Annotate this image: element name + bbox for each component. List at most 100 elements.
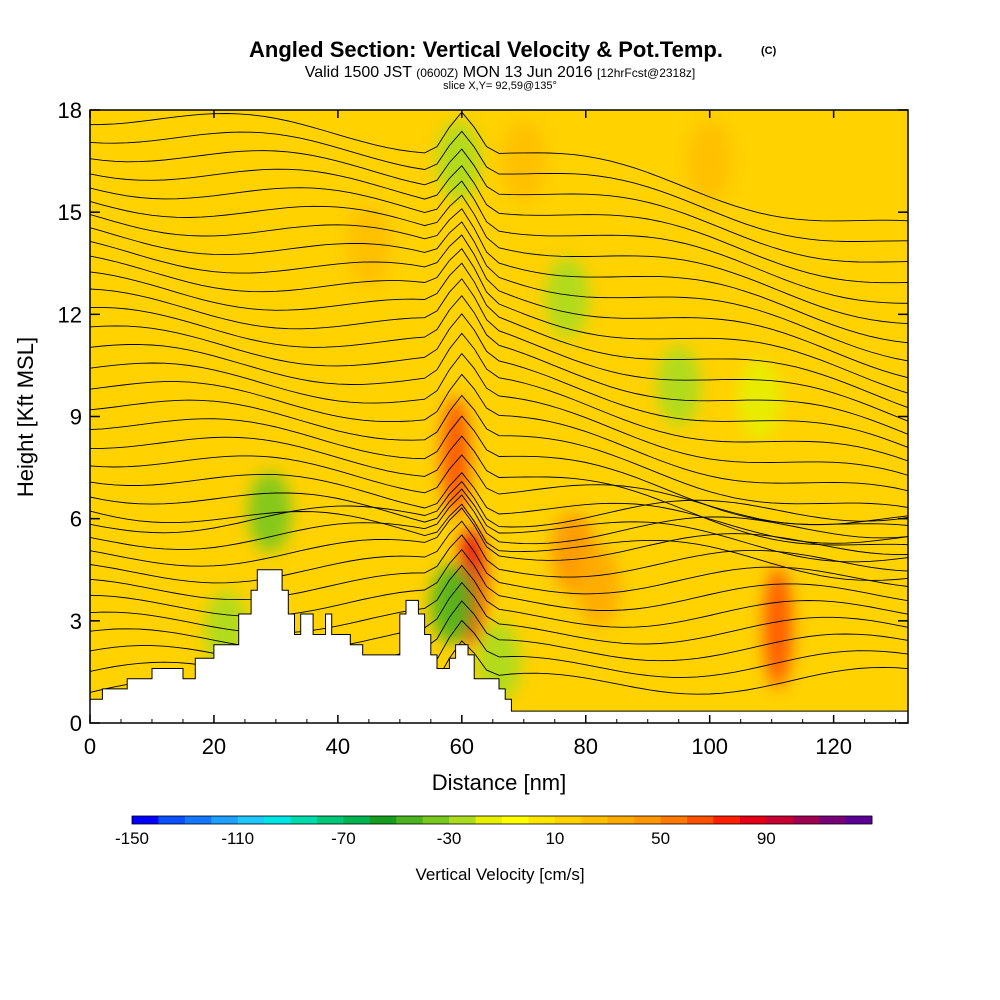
velocity-feature-6 [436, 121, 481, 202]
theta-contour-55 [90, 548, 908, 617]
y-tick-label-18: 18 [58, 98, 82, 123]
colorbar-swatch-5 [264, 816, 291, 824]
theta-contour-43 [90, 394, 908, 508]
colorbar-tick-label-4: 10 [545, 829, 564, 848]
theta-contour-44 [90, 415, 908, 526]
colorbar-swatch-25 [792, 816, 820, 824]
colorbar-swatch-6 [290, 816, 318, 824]
plot-area [90, 110, 908, 723]
y-tick-label-15: 15 [58, 200, 82, 225]
colorbar-swatch-3 [211, 816, 239, 824]
slice-label: slice X,Y= 92,59@135° [443, 80, 557, 92]
x-tick-label-0: 0 [84, 734, 96, 759]
theta-contour-32 [90, 208, 908, 344]
theta-contour-37 [90, 278, 908, 422]
theta-contour-57 [90, 581, 908, 651]
theta-contours [90, 111, 908, 701]
subtitle-zulu: (0600Z) [416, 66, 458, 80]
chart-titles: Angled Section: Vertical Velocity & Pot.… [249, 37, 777, 92]
theta-contour-39 [90, 313, 908, 448]
colorbar-swatch-0 [132, 816, 159, 824]
velocity-feature-14 [687, 121, 732, 202]
velocity-feature-10 [545, 257, 590, 338]
theta-contour-48 [90, 488, 908, 563]
colorbar-tick-label-3: -30 [437, 829, 462, 848]
y-axis: 0 3 6 9 12 15 18 [58, 98, 908, 736]
theta-contour-35 [90, 247, 908, 394]
y-tick-label-9: 9 [70, 405, 82, 430]
colorbar-swatch-11 [422, 816, 450, 824]
subtitle-fcst: [12hrFcst@2318z] [597, 66, 695, 80]
x-axis-label: Distance [nm] [432, 770, 567, 795]
colorbar-tick-label-2: -70 [331, 829, 356, 848]
colorbar-swatch-13 [475, 816, 503, 824]
colorbar-title: Vertical Velocity [cm/s] [415, 865, 584, 884]
theta-contour-42 [90, 373, 908, 492]
chart-subtitle: Valid 1500 JST (0600Z) MON 13 Jun 2016 [… [305, 64, 696, 81]
theta-contour-31 [90, 194, 908, 325]
colorbar-swatch-21 [687, 816, 714, 824]
x-axis: 0 20 40 60 80 100 120 [84, 110, 897, 759]
colorbar-swatch-19 [634, 816, 661, 824]
colorbar-swatch-12 [449, 816, 476, 824]
colorbar-swatch-16 [554, 816, 582, 824]
colorbar [131, 815, 873, 825]
theta-contour-30 [90, 180, 908, 304]
theta-contour-29 [90, 164, 908, 284]
theta-contour-40 [90, 332, 908, 462]
theta-contour-33 [90, 221, 908, 362]
theta-contour-49 [90, 503, 908, 581]
colorbar-swatch-10 [396, 816, 424, 824]
x-tick-label-40: 40 [326, 734, 350, 759]
theta-contour-34 [90, 234, 908, 379]
colorbar-swatch-8 [343, 816, 371, 824]
colorbar-swatch-22 [713, 816, 741, 824]
colorbar-tick-label-0: -150 [115, 829, 149, 848]
theta-contour-51 [90, 494, 908, 550]
y-tick-label-3: 3 [70, 609, 82, 634]
chart-title: Angled Section: Vertical Velocity & Pot.… [249, 37, 723, 62]
theta-contour-26 [90, 111, 908, 222]
x-tick-label-120: 120 [815, 734, 852, 759]
colorbar-swatch-23 [739, 816, 767, 824]
colorbar-swatch-26 [819, 816, 846, 824]
theta-contour-50 [90, 480, 908, 534]
colorbar-swatch-4 [237, 816, 265, 824]
velocity-feature-9 [656, 345, 701, 426]
y-tick-label-0: 0 [70, 711, 82, 736]
colorbar-swatch-9 [369, 816, 397, 824]
colorbar-swatch-27 [845, 816, 873, 824]
velocity-feature-2 [763, 567, 792, 688]
colorbar-swatch-1 [158, 816, 186, 824]
theta-contour-27 [90, 130, 908, 242]
y-tick-label-12: 12 [58, 302, 82, 327]
colorbar-swatch-14 [502, 816, 529, 824]
velocity-feature-5 [430, 563, 475, 644]
velocity-feature-13 [501, 121, 546, 202]
x-tick-label-80: 80 [574, 734, 598, 759]
y-tick-label-6: 6 [70, 507, 82, 532]
colorbar-swatch-15 [528, 816, 556, 824]
subtitle-date: MON 13 Jun 2016 [463, 64, 593, 81]
theta-contour-36 [90, 262, 908, 409]
theta-contour-56 [90, 564, 908, 634]
x-tick-label-20: 20 [202, 734, 226, 759]
terrain-mask [90, 569, 908, 723]
colorbar-tick-label-6: 90 [757, 829, 776, 848]
colorbar-outline [131, 815, 873, 825]
colorbar-tick-label-5: 50 [651, 829, 670, 848]
velocity-feature-12 [737, 359, 782, 440]
theta-contour-28 [90, 148, 908, 263]
colorbar-tick-label-1: -110 [221, 829, 254, 848]
colorbar-swatch-2 [184, 816, 212, 824]
colorbar-tick-labels: -150 -110 -70 -30 10 50 90 [115, 829, 776, 848]
theta-contour-53 [90, 520, 908, 584]
velocity-feature-15 [346, 206, 391, 287]
theta-contour-54 [90, 534, 908, 601]
theta-contour-47 [90, 472, 908, 544]
colorbar-swatch-17 [581, 816, 609, 824]
velocity-feature-7 [247, 471, 292, 552]
theta-contour-41 [90, 352, 908, 476]
colorbar-swatch-18 [607, 816, 635, 824]
subtitle-valid: Valid 1500 JST [305, 64, 413, 81]
